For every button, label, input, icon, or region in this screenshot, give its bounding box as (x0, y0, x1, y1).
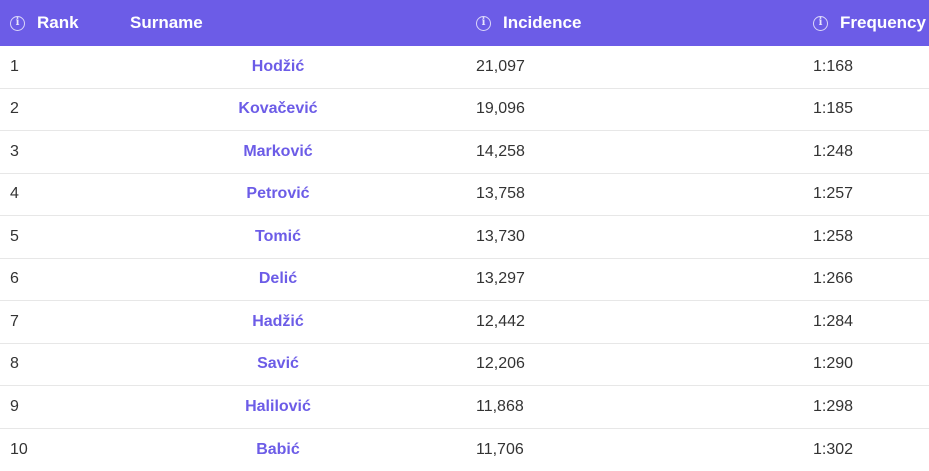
column-header-surname-label: Surname (130, 13, 203, 33)
table-row: 5 Tomić 13,730 1:258 (0, 216, 929, 259)
frequency-cell: 1:266 (813, 259, 853, 301)
surname-link[interactable]: Marković (140, 131, 416, 173)
column-header-rank-label: Rank (37, 13, 79, 33)
incidence-cell: 13,730 (476, 216, 525, 258)
incidence-cell: 11,706 (476, 429, 524, 471)
incidence-cell: 13,758 (476, 174, 525, 216)
table-row: 9 Halilović 11,868 1:298 (0, 386, 929, 429)
rank-cell: 8 (10, 344, 19, 386)
incidence-cell: 12,442 (476, 301, 525, 343)
rank-cell: 6 (10, 259, 19, 301)
surname-link[interactable]: Hodžić (140, 46, 416, 88)
incidence-cell: 14,258 (476, 131, 525, 173)
frequency-cell: 1:248 (813, 131, 853, 173)
table-row: 4 Petrović 13,758 1:257 (0, 174, 929, 217)
table-row: 7 Hadžić 12,442 1:284 (0, 301, 929, 344)
surname-link[interactable]: Tomić (140, 216, 416, 258)
info-icon[interactable]: i (813, 16, 828, 31)
incidence-cell: 13,297 (476, 259, 525, 301)
rank-cell: 10 (10, 429, 28, 471)
rank-cell: 2 (10, 89, 19, 131)
table-row: 10 Babić 11,706 1:302 (0, 429, 929, 471)
frequency-cell: 1:168 (813, 46, 853, 88)
surname-link[interactable]: Kovačević (140, 89, 416, 131)
frequency-cell: 1:185 (813, 89, 853, 131)
column-header-frequency: i Frequency (813, 0, 926, 46)
rank-cell: 3 (10, 131, 19, 173)
surname-link[interactable]: Halilović (140, 386, 416, 428)
table-header: i Rank Surname i Incidence i Frequency (0, 0, 929, 46)
rank-cell: 7 (10, 301, 19, 343)
frequency-cell: 1:302 (813, 429, 853, 471)
table-row: 3 Marković 14,258 1:248 (0, 131, 929, 174)
rank-cell: 9 (10, 386, 19, 428)
table-row: 8 Savić 12,206 1:290 (0, 344, 929, 387)
column-header-surname: Surname (130, 0, 203, 46)
table-row: 6 Delić 13,297 1:266 (0, 259, 929, 302)
frequency-cell: 1:257 (813, 174, 853, 216)
frequency-cell: 1:290 (813, 344, 853, 386)
surname-link[interactable]: Babić (140, 429, 416, 471)
rank-cell: 4 (10, 174, 19, 216)
column-header-rank: i Rank (10, 0, 79, 46)
incidence-cell: 21,097 (476, 46, 525, 88)
surname-link[interactable]: Savić (140, 344, 416, 386)
surname-link[interactable]: Petrović (140, 174, 416, 216)
incidence-cell: 12,206 (476, 344, 525, 386)
table-row: 2 Kovačević 19,096 1:185 (0, 89, 929, 132)
rank-cell: 5 (10, 216, 19, 258)
frequency-cell: 1:284 (813, 301, 853, 343)
column-header-frequency-label: Frequency (840, 13, 926, 33)
column-header-incidence-label: Incidence (503, 13, 581, 33)
frequency-cell: 1:258 (813, 216, 853, 258)
info-icon[interactable]: i (10, 16, 25, 31)
surname-link[interactable]: Hadžić (140, 301, 416, 343)
table-row: 1 Hodžić 21,097 1:168 (0, 46, 929, 89)
surname-link[interactable]: Delić (140, 259, 416, 301)
info-icon[interactable]: i (476, 16, 491, 31)
incidence-cell: 11,868 (476, 386, 524, 428)
frequency-cell: 1:298 (813, 386, 853, 428)
rank-cell: 1 (10, 46, 19, 88)
incidence-cell: 19,096 (476, 89, 525, 131)
column-header-incidence: i Incidence (476, 0, 581, 46)
